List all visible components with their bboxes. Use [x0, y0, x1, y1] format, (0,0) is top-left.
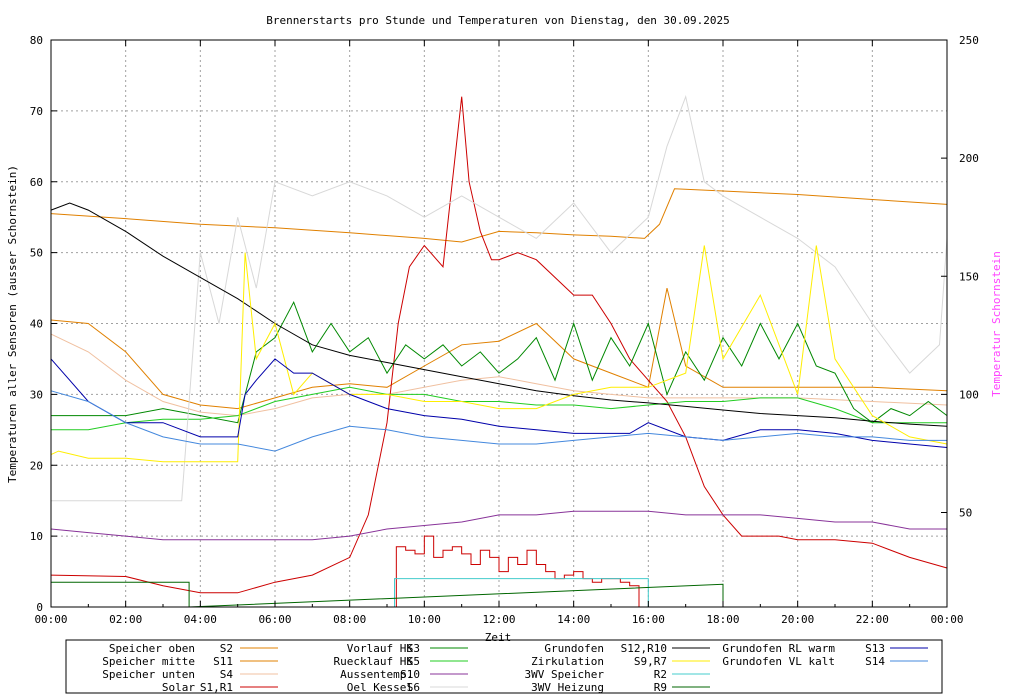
legend-code: S6	[407, 681, 420, 694]
x-tick-label: 00:00	[930, 613, 963, 626]
x-tick-label: 10:00	[408, 613, 441, 626]
legend-code: R2	[654, 668, 667, 681]
legend-code: S12,R10	[621, 642, 667, 655]
y-axis-label: Temperaturen aller Sensoren (ausser Scho…	[6, 165, 19, 483]
y-tick-label: 40	[30, 318, 43, 331]
legend-box	[65, 639, 943, 694]
legend-code: S11	[213, 655, 233, 668]
legend-label: Grundofen VL kalt	[722, 655, 835, 668]
legend-code: S4	[220, 668, 234, 681]
y2-tick-label: 150	[959, 270, 979, 283]
series-line-grundofen	[50, 202, 948, 427]
legend-label: Speicher unten	[102, 668, 195, 681]
series-line-vorlauf-hk	[51, 300, 948, 424]
legend-code: S14	[865, 655, 885, 668]
axes: 00:00 02:00 04:00 06:00 08:00 10:00 12:00 14:00…	[30, 34, 979, 626]
legend-label: 3WV Speicher	[525, 668, 605, 681]
series-line-oel-kessel	[51, 94, 948, 502]
x-tick-label: 12:00	[482, 613, 515, 626]
y2-tick-label: 100	[959, 388, 979, 401]
y-tick-label: 60	[30, 176, 43, 189]
legend-label: Aussentemp.	[340, 668, 413, 681]
x-tick-label: 04:00	[184, 613, 217, 626]
y-tick-label: 0	[36, 601, 43, 614]
x-tick-label: 14:00	[557, 613, 590, 626]
legend-label: Ruecklauf HK	[334, 655, 414, 668]
legend-code: S9,R7	[634, 655, 667, 668]
legend-code: S5	[407, 655, 420, 668]
y2-tick-label: 200	[959, 152, 979, 165]
legend-label: 3WV Heizung	[531, 681, 604, 694]
legend-code: S3	[407, 642, 420, 655]
series-line-solar	[50, 96, 948, 594]
series-line-brennerstarts	[395, 535, 640, 607]
y-tick-label: 70	[30, 105, 43, 118]
legend-code: S10	[400, 668, 420, 681]
legend-label: Grundofen RL warm	[722, 642, 835, 655]
legend-code: R9	[654, 681, 667, 694]
series-line-speicher-mitte	[50, 287, 948, 410]
x-tick-label: 02:00	[109, 613, 142, 626]
y-tick-label: 50	[30, 247, 43, 260]
legend-label: Speicher mitte	[102, 655, 195, 668]
y-tick-label: 20	[30, 459, 43, 472]
chart-title: Brennerstarts pro Stunde und Temperature…	[266, 14, 730, 27]
y-tick-label: 30	[30, 388, 43, 401]
legend-label: Vorlauf HK	[347, 642, 414, 655]
x-axis-label: Zeit	[485, 631, 512, 644]
legend-label: Oel Kessel	[347, 681, 413, 694]
x-tick-label: 00:00	[34, 613, 67, 626]
y2-tick-label: 250	[959, 34, 979, 47]
y-tick-label: 10	[30, 530, 43, 543]
x-tick-label: 06:00	[258, 613, 291, 626]
series-line-ruecklauf-hk	[51, 386, 947, 431]
legend-code: S13	[865, 642, 885, 655]
legend-label: Speicher oben	[109, 642, 195, 655]
y2-axis-label: Temperatur Schornstein	[990, 251, 1003, 397]
x-tick-label: 16:00	[632, 613, 665, 626]
legend-code: S2	[220, 642, 233, 655]
x-tick-label: 20:00	[781, 613, 814, 626]
legend: Speicher oben S2 Speicher mitte S11 Speicher…	[102, 642, 928, 694]
legend-label: Grundofen	[544, 642, 604, 655]
series-line-grundofen-vl-kalt	[50, 390, 947, 452]
legend-label: Zirkulation	[531, 655, 604, 668]
x-tick-label: 08:00	[333, 613, 366, 626]
y2-tick-label: 50	[959, 507, 972, 520]
legend-label: Solar	[162, 681, 195, 694]
x-tick-label: 22:00	[856, 613, 889, 626]
legend-code: S1,R1	[200, 681, 233, 694]
series-line-aussentemp	[50, 510, 947, 541]
y-tick-label: 80	[30, 34, 43, 47]
x-tick-label: 18:00	[706, 613, 739, 626]
series-line-zirkulation	[50, 245, 948, 463]
series-line-grundofen-rl-warm	[50, 358, 948, 448]
series-line-speicher-oben	[50, 188, 948, 243]
series-line-speicher-unten	[50, 333, 948, 417]
